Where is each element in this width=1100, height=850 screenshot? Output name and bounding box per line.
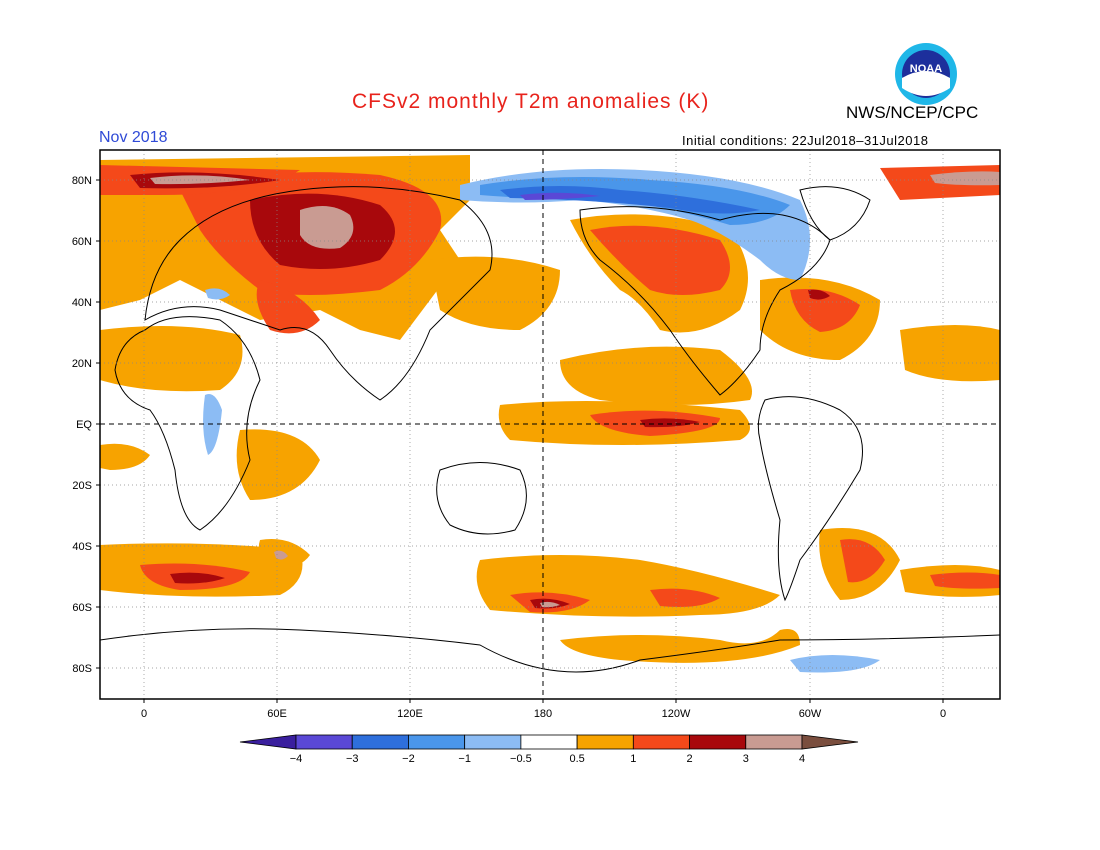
map-title: CFSv2 monthly T2m anomalies (K) <box>352 90 710 113</box>
coastline-greenland <box>799 186 871 241</box>
coastline-australia <box>436 462 527 535</box>
lat-label-80s: 80S <box>72 663 92 675</box>
noaa-logo: NOAA <box>895 43 957 105</box>
colorbar-label: −4 <box>290 753 303 765</box>
lon-label-120e: 120E <box>397 708 423 720</box>
arctic-warm-right-4k <box>930 171 1000 186</box>
north-atlantic-warm-3k <box>808 289 830 300</box>
lat-label-60s: 60S <box>72 602 92 614</box>
siberia-warm-4k <box>300 206 354 249</box>
west-africa-warm <box>900 325 1000 382</box>
colorbar-label: 1 <box>630 753 636 765</box>
colorbar-label: −1 <box>458 753 471 765</box>
colorbar-box <box>351 734 409 750</box>
lat-label-20s: 20S <box>72 480 92 492</box>
coastlines <box>100 186 1000 673</box>
noaa-logo-text: NOAA <box>910 63 942 75</box>
lon-label-120w: 120W <box>662 708 691 720</box>
antarctic-coast-warm <box>560 629 800 663</box>
colorbar-label: −3 <box>346 753 359 765</box>
lat-label-20n: 20N <box>72 358 92 370</box>
colorbar-label: −0.5 <box>510 753 532 765</box>
colorbar-box <box>408 734 466 750</box>
colorbar-box <box>689 734 747 750</box>
colorbar-label: −2 <box>402 753 415 765</box>
east-asia-warm <box>256 280 320 334</box>
colorbar-label: 4 <box>799 753 805 765</box>
valid-month-label: Nov 2018 <box>99 129 168 146</box>
colorbar-box <box>576 734 634 750</box>
lon-label-60w: 60W <box>799 708 822 720</box>
subtropical-pacific-warm <box>560 346 752 405</box>
indian-ocean-south-hot <box>274 550 288 560</box>
lon-label-0-left: 0 <box>141 708 147 720</box>
southern-ocean-warm-a-3k <box>170 572 225 584</box>
lon-label-180: 180 <box>534 708 552 720</box>
colorbar-label: 2 <box>686 753 692 765</box>
lat-labels: 80N 60N 40N 20N EQ 20S 40S 60S 80S <box>72 175 93 675</box>
lon-label-0-right: 0 <box>940 708 946 720</box>
lat-label-40n: 40N <box>72 297 92 309</box>
west-indian-ocean-warm <box>100 443 150 470</box>
lat-label-60n: 60N <box>72 236 92 248</box>
siberia-cold-small <box>205 288 230 300</box>
arctic-cold-3k <box>520 192 600 200</box>
enso-warm-3k <box>640 418 700 428</box>
south-pacific-east-2k <box>650 588 720 607</box>
north-atlantic-warm-2k <box>790 289 860 332</box>
organization-label: NWS/NCEP/CPC <box>846 103 979 122</box>
colorbar-arrow-high <box>801 734 859 750</box>
alaska-warm-2k <box>590 225 730 295</box>
tick-marks <box>96 179 944 703</box>
south-atlantic-warm-2k <box>840 539 885 583</box>
north-pacific-warm-west <box>430 256 560 330</box>
colorbar-box <box>745 734 803 750</box>
colorbar-label: 3 <box>743 753 749 765</box>
colorbar-box <box>520 734 578 750</box>
southern-africa-warm <box>236 429 320 500</box>
colorbar: −4 −3 −2 −1 −0.5 0.5 1 2 3 4 <box>239 734 859 765</box>
lat-label-40s: 40S <box>72 541 92 553</box>
colorbar-arrow-low <box>239 734 297 750</box>
colorbar-box <box>295 734 353 750</box>
south-atlantic-east-2k <box>930 572 1000 589</box>
coastline-africa <box>114 316 261 531</box>
colorbar-box <box>464 734 522 750</box>
saharan-warm <box>100 326 243 392</box>
coastline-antarctica <box>100 628 1000 673</box>
lat-label-80n: 80N <box>72 175 92 187</box>
lon-label-60e: 60E <box>267 708 287 720</box>
colorbar-box <box>632 734 690 750</box>
lon-labels: 0 60E 120E 180 120W 60W 0 <box>141 708 946 720</box>
coastline-eurasia <box>144 186 493 401</box>
south-pacific-warm-4k <box>540 601 560 608</box>
colorbar-label: 0.5 <box>569 753 584 765</box>
coastline-north-america <box>579 206 831 396</box>
lat-label-eq: EQ <box>76 419 92 431</box>
initial-conditions-label: Initial conditions: 22Jul2018–31Jul2018 <box>682 133 929 148</box>
coastline-south-america <box>757 396 863 602</box>
